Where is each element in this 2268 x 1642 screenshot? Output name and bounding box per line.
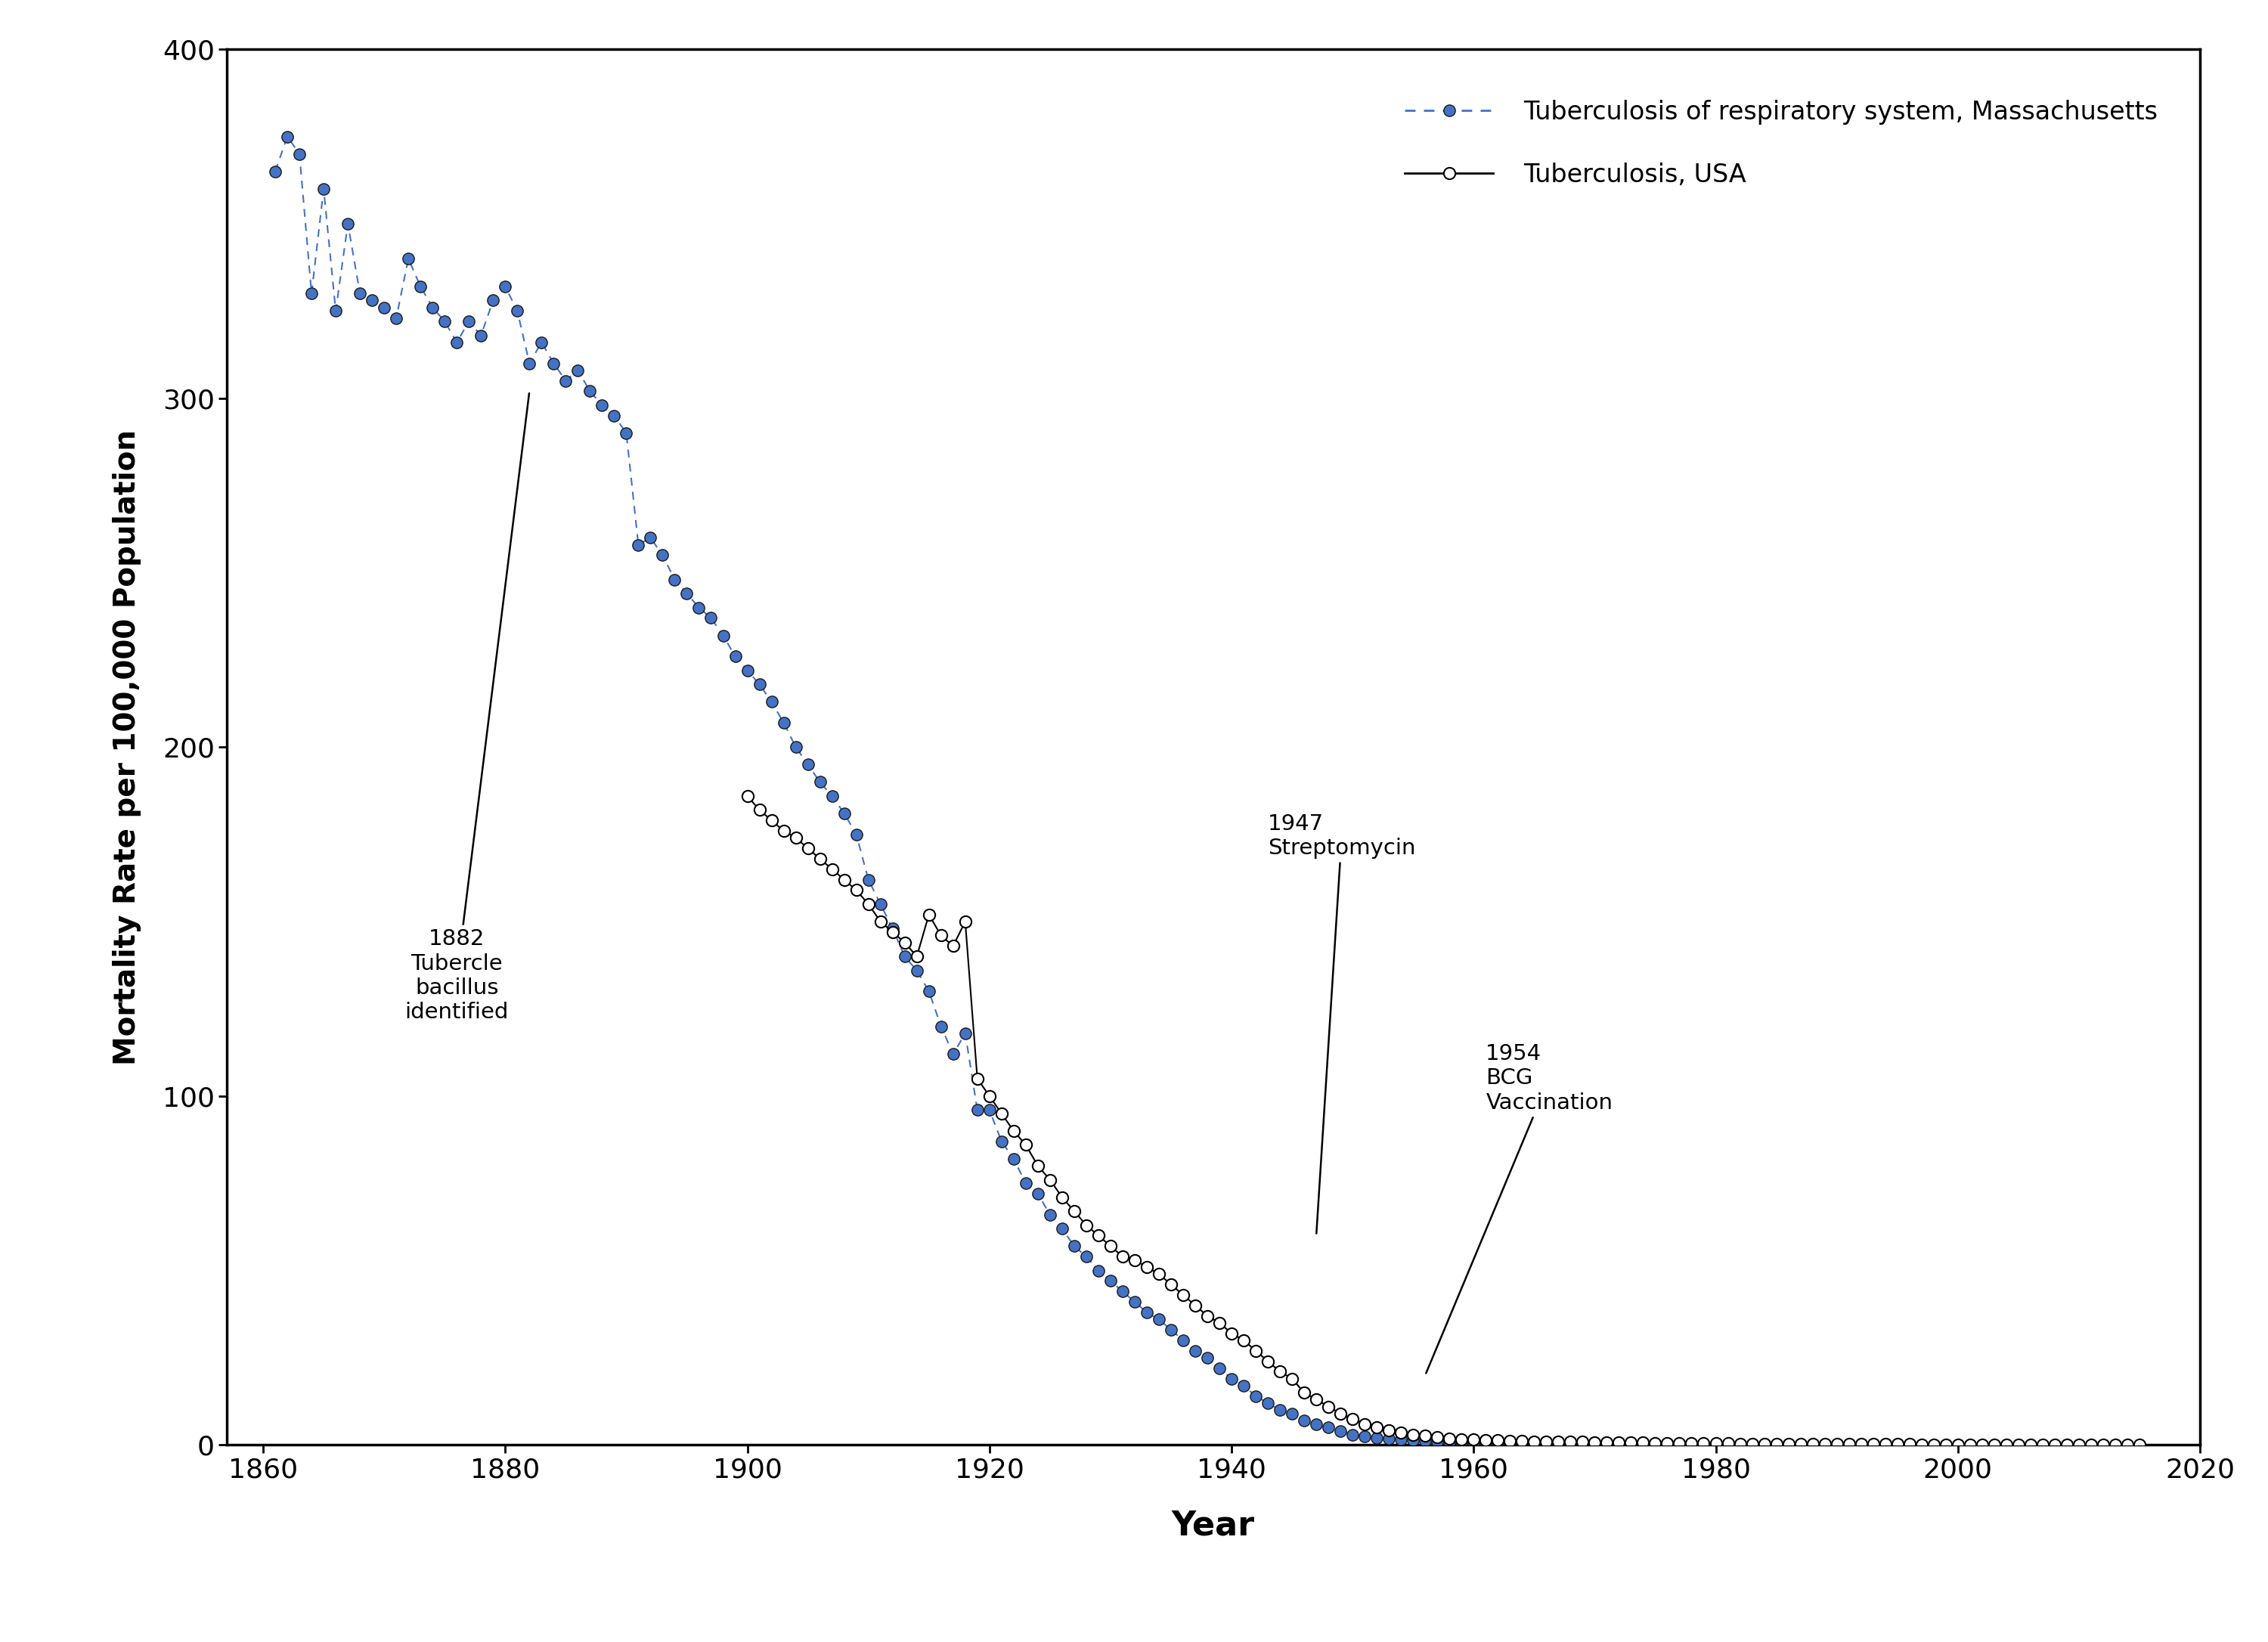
- X-axis label: Year: Year: [1173, 1509, 1254, 1542]
- Text: 1954
BCG
Vaccination: 1954 BCG Vaccination: [1427, 1043, 1613, 1373]
- Legend: Tuberculosis of respiratory system, Massachusetts, Tuberculosis, USA: Tuberculosis of respiratory system, Mass…: [1395, 90, 2168, 197]
- Text: 1882
Tubercle
bacillus
identified: 1882 Tubercle bacillus identified: [406, 394, 528, 1023]
- Text: 1947
Streptomycin: 1947 Streptomycin: [1268, 813, 1415, 1233]
- Y-axis label: Mortality Rate per 100,000 Population: Mortality Rate per 100,000 Population: [113, 429, 141, 1066]
